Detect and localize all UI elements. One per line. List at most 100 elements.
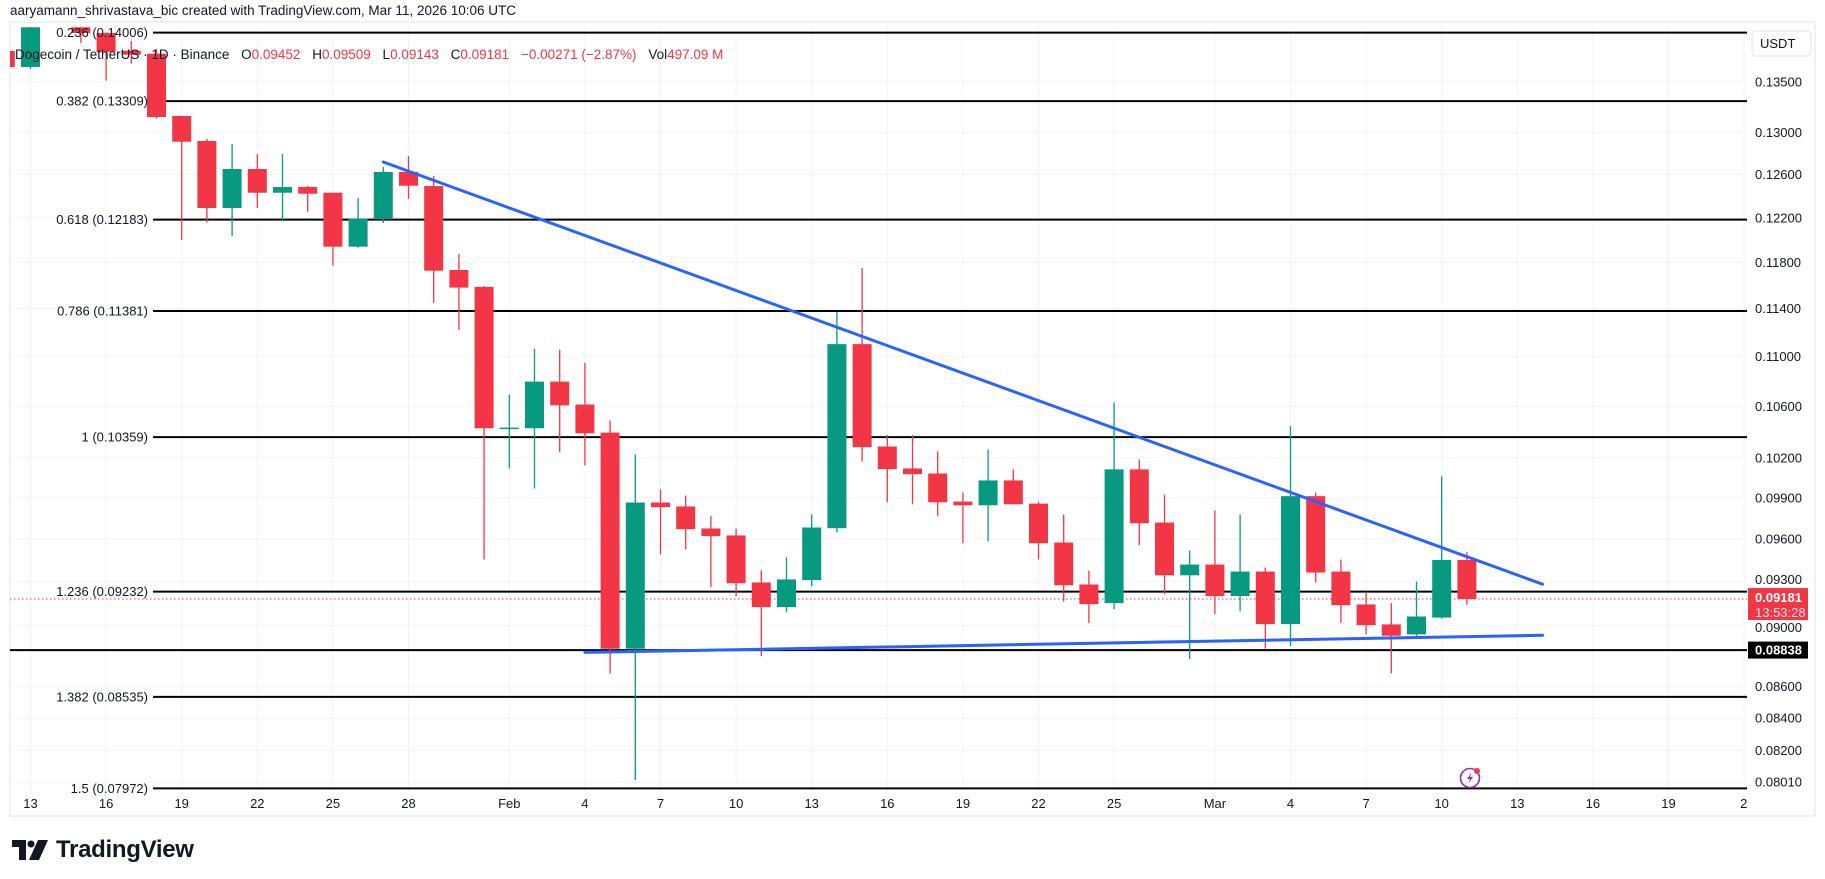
change-value: −0.00271 (−2.87%) [520,47,637,62]
candle-body [575,404,595,434]
candle-up [273,154,292,222]
close-value: 0.09181 [460,47,510,62]
trendline [583,633,1544,654]
candle-body [903,468,922,475]
open-label: O [241,47,252,62]
candle-body [424,186,444,271]
tradingview-logo[interactable]: TradingView [12,836,194,864]
candle-down [1205,510,1225,615]
candle-down [1029,501,1048,560]
price-tick-label: 0.09900 [1755,490,1802,505]
candle-down [651,489,670,555]
time-tick-label: Mar [1204,796,1227,811]
candle-down [575,362,595,466]
symbol-name[interactable]: Dogecoin / TetherUS · 1D · Binance [15,47,230,62]
candle-up [978,449,998,542]
currency-label: USDT [1760,36,1795,51]
symbol-legend: Dogecoin / TetherUS · 1D · Binance O 0.09… [15,47,723,63]
candle-body [852,344,872,448]
price-tick-label: 0.09600 [1755,532,1802,547]
plot-area [10,27,1747,790]
time-tick-label: 28 [401,796,415,811]
candle-body [1104,469,1124,604]
candle-body [298,187,318,194]
volume-label: Vol [648,47,668,62]
candle-up [802,514,822,587]
price-tick-label: 0.11800 [1755,255,1801,270]
time-tick-label: 16 [1586,796,1600,811]
countdown-timer: 13:53:28 [1755,605,1806,620]
price-tick-label: 0.13500 [1755,75,1802,90]
price-tick-label: 0.08400 [1755,711,1802,726]
low-label: L [382,47,391,62]
candle-body [399,171,418,186]
candle-body [928,473,948,503]
candle-down [172,116,192,240]
time-tick-label: 19 [1661,796,1675,811]
candle-body [273,187,292,193]
fib-level-label: 0.382 (0.13309) [56,94,148,109]
candle-body [172,116,192,142]
price-tick-label: 0.10600 [1755,399,1802,414]
candle-down [121,41,141,64]
price-tick-label: 0.08200 [1755,743,1802,758]
candle-body [1407,616,1426,635]
candle-down [726,528,746,597]
fib-level-label: 1.382 (0.08535) [56,689,148,704]
high-value: 0.09509 [321,47,371,62]
candle-down [449,253,469,330]
candle-body [1230,571,1250,597]
candle-body [1205,564,1225,597]
candle-body [449,270,469,288]
time-tick-label: 16 [99,796,113,811]
candle-up [827,312,847,533]
candle-body [1306,496,1326,573]
time-tick-label: 13 [1510,796,1524,811]
candle-down [852,267,872,462]
candle-down [147,49,166,119]
close-label: C [450,47,461,62]
candle-body [373,171,393,220]
candle-body [1331,571,1351,606]
candle-body [701,528,721,537]
candle-down [1054,514,1074,602]
last-price-label: 0.09181 13:53:28 [1748,588,1808,621]
time-tick-label: 25 [326,796,340,811]
price-tick-label: 0.08600 [1755,679,1802,694]
candle-down [676,495,696,550]
price-axis[interactable]: 0.13500 0.13000 0.12600 0.12200 0.11800 0.114… [1755,75,1802,790]
grid [10,27,1747,791]
price-tick-label: 0.11400 [1755,301,1801,316]
candle-body [71,27,91,34]
time-tick-label: Feb [498,796,520,811]
candle-down [424,176,444,303]
candle-body [499,427,519,430]
time-tick-label: 10 [729,796,743,811]
lightning-alert-icon[interactable] [1459,767,1481,789]
candle-body [827,344,847,529]
level-price-value: 0.08838 [1755,643,1802,658]
time-tick-label: 13 [23,796,37,811]
candle-down [10,50,15,67]
candle-down [71,27,91,44]
time-tick-label: 13 [804,796,818,811]
fib-levels [10,31,1747,790]
candle-body [121,50,141,55]
time-axis[interactable]: 13 16 19 22 25 28 Feb 4 7 10 13 16 19 22 25 Mar 4 7 10 13 16… [23,796,1747,811]
candle-body [474,286,494,429]
candle-down [1003,469,1023,505]
candle-down [1255,567,1275,649]
candle-body [21,27,40,67]
time-tick-label: 2 [1740,796,1747,811]
candle-body [1129,469,1149,524]
fib-level-label: 0.618 (0.12183) [56,212,148,227]
candle-down [600,420,620,674]
candle-body [978,480,998,506]
chart-attribution: aaryamann_shrivastava_bic created with T… [10,3,517,18]
last-price-value: 0.09181 [1755,590,1802,605]
currency-button[interactable]: USDT [1751,30,1812,57]
candle-down [751,570,771,657]
fib-level-label: 1 (0.10359) [82,430,149,445]
candle-down [96,32,116,81]
